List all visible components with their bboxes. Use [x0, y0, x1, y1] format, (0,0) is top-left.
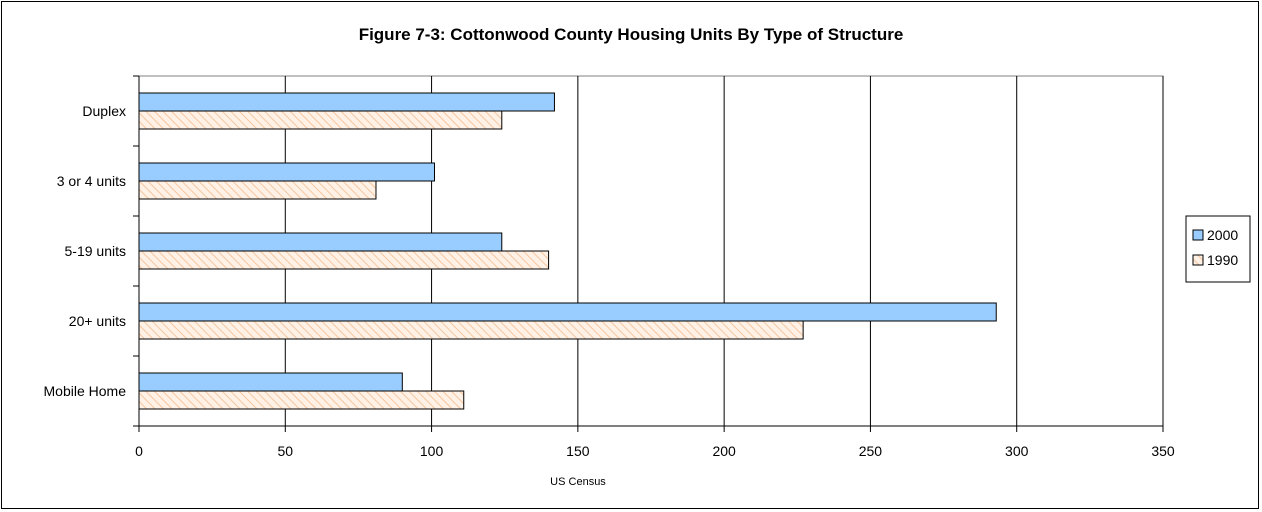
legend-swatch-2000: [1192, 229, 1204, 241]
x-tick-label: 0: [135, 443, 143, 459]
legend-box: [1185, 215, 1251, 283]
bar-1990: [138, 250, 550, 270]
bar-2000: [138, 302, 997, 322]
x-tick-label: 150: [566, 443, 590, 459]
bar-1990: [138, 110, 503, 130]
category-label: 5-19 units: [65, 243, 126, 259]
x-tick-label: 350: [1151, 443, 1175, 459]
bar-1990: [138, 180, 377, 200]
category-label: Duplex: [82, 103, 126, 119]
legend: 2000 1990: [1185, 215, 1251, 283]
x-tick-label: 250: [859, 443, 883, 459]
x-tick-label: 200: [712, 443, 736, 459]
category-label: 20+ units: [69, 313, 126, 329]
bar-2000: [138, 232, 503, 252]
legend-swatch-1990: [1192, 254, 1204, 266]
x-tick-label: 50: [277, 443, 293, 459]
bar-2000: [138, 372, 403, 392]
x-axis-label: US Census: [550, 476, 606, 488]
category-label: 3 or 4 units: [57, 173, 126, 189]
chart-title: Figure 7-3: Cottonwood County Housing Un…: [359, 25, 904, 44]
plot-area: 0 50 100 150 200 250 300 350 Duplex 3 or 4 units 5…: [44, 75, 1175, 459]
category-label: Mobile Home: [44, 383, 127, 399]
bar-1990: [138, 390, 465, 410]
legend-label: 2000: [1207, 227, 1238, 243]
bar-2000: [138, 92, 555, 112]
x-tick-label: 100: [420, 443, 444, 459]
bar-2000: [138, 162, 435, 182]
legend-label: 1990: [1207, 252, 1238, 268]
x-tick-label: 300: [1005, 443, 1029, 459]
bar-1990: [138, 320, 804, 340]
